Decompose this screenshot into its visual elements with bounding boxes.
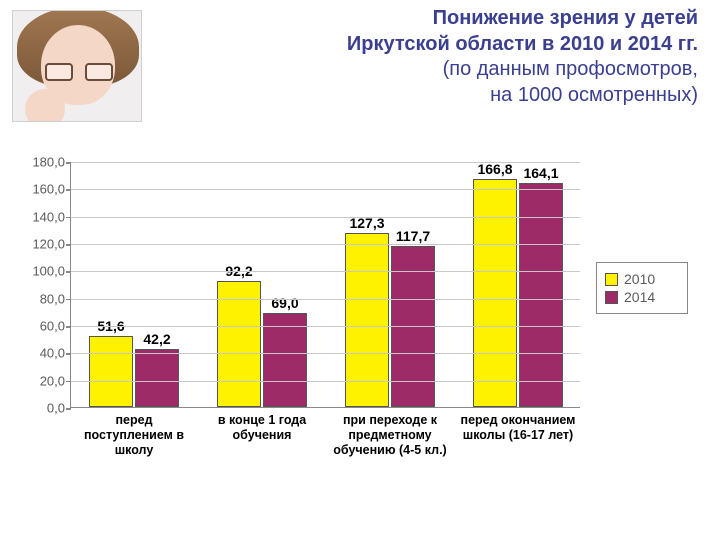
child-photo	[12, 10, 142, 122]
legend-swatch	[605, 273, 618, 286]
legend: 2010 2014	[596, 262, 688, 314]
grid-line	[71, 244, 580, 245]
y-tick-label: 120,0	[32, 237, 71, 252]
grid-line	[71, 217, 580, 218]
category-label: перед окончанием школы (16-17 лет)	[454, 413, 582, 443]
bar-group: 127,3117,7при переходе к предметному обу…	[326, 162, 454, 407]
bar: 92,2	[217, 281, 261, 407]
bar: 166,8	[473, 179, 517, 407]
bar-value-label: 69,0	[271, 295, 298, 311]
grid-line	[71, 271, 580, 272]
bar: 51,6	[89, 336, 133, 407]
y-tick-label: 60,0	[40, 319, 71, 334]
y-tick-label: 40,0	[40, 346, 71, 361]
legend-swatch	[605, 291, 618, 304]
title-line1: Понижение зрения у детей	[170, 6, 698, 32]
bar-group: 166,8164,1перед окончанием школы (16-17 …	[454, 162, 582, 407]
y-tick-label: 180,0	[32, 155, 71, 170]
plot-area: 51,642,2перед поступлением в школу 92,2 69…	[70, 162, 580, 408]
bar-value-label: 166,8	[477, 161, 512, 177]
bar-group: 92,269,0в конце 1 года обучения	[198, 162, 326, 407]
grid-line	[71, 381, 580, 382]
subtitle-line1: (по данным профосмотров,	[170, 57, 698, 83]
y-tick-label: 0,0	[47, 401, 71, 416]
title-line2: Иркутской области в 2010 и 2014 гг.	[170, 32, 698, 58]
category-label: при переходе к предметному обучению (4-5…	[326, 413, 454, 458]
bar-value-label: 164,1	[523, 165, 558, 181]
category-label: в конце 1 года обучения	[198, 413, 326, 443]
y-tick-label: 160,0	[32, 182, 71, 197]
grid-line	[71, 162, 580, 163]
legend-item: 2010	[605, 271, 679, 287]
bar-value-label: 42,2	[143, 331, 170, 347]
y-tick-label: 20,0	[40, 373, 71, 388]
bar: 42,2	[135, 349, 179, 407]
bar-value-label: 117,7	[396, 228, 430, 244]
legend-item: 2014	[605, 289, 679, 305]
header: Понижение зрения у детей Иркутской облас…	[170, 6, 698, 108]
grid-line	[71, 326, 580, 327]
grid-line	[71, 299, 580, 300]
legend-label: 2014	[624, 289, 655, 305]
y-tick-label: 100,0	[32, 264, 71, 279]
category-label: перед поступлением в школу	[70, 413, 198, 458]
legend-label: 2010	[624, 271, 655, 287]
y-tick-label: 80,0	[40, 291, 71, 306]
subtitle-line2: на 1000 осмотренных)	[170, 83, 698, 109]
bar-group: 51,642,2перед поступлением в школу	[70, 162, 198, 407]
y-tick-label: 140,0	[32, 209, 71, 224]
bar-chart: 51,642,2перед поступлением в школу92,269…	[18, 162, 702, 522]
grid-line	[71, 353, 580, 354]
grid-line	[71, 189, 580, 190]
